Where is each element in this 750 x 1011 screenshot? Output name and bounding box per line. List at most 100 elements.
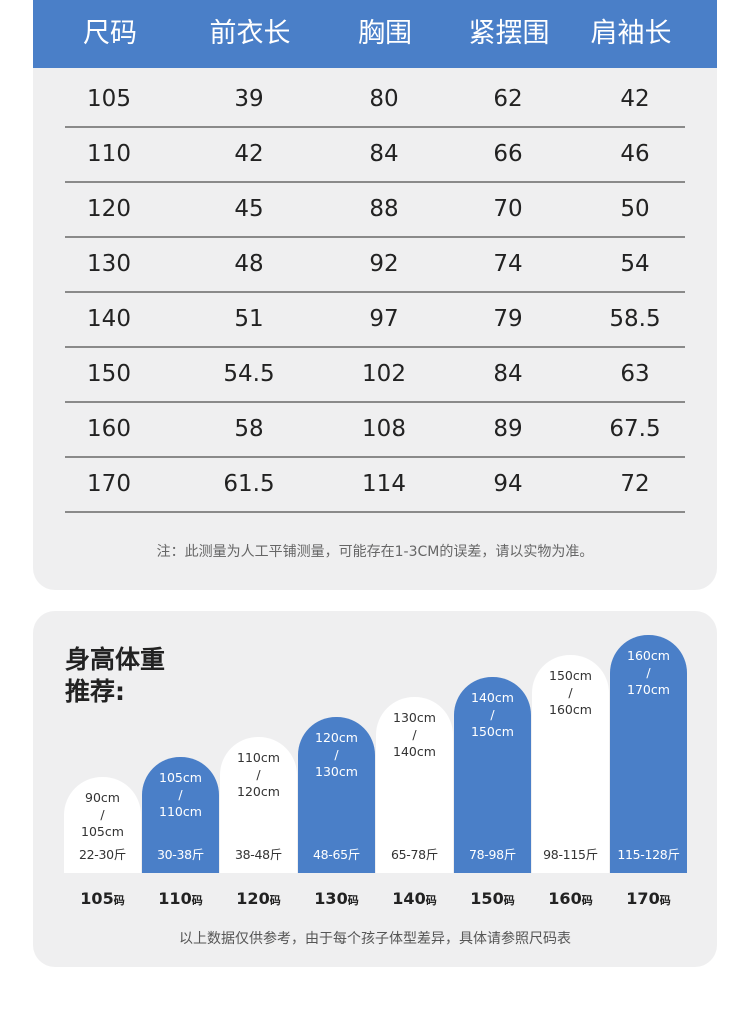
height-range: 140cm / 150cm	[454, 689, 531, 740]
size-label-110: 110码	[158, 889, 203, 908]
table-row: 105 39 80 62 42	[65, 73, 685, 128]
size-label-150: 150码	[470, 889, 515, 908]
cell-length: 51	[234, 306, 264, 332]
cell-size: 105	[87, 86, 131, 112]
height-range: 90cm / 105cm	[64, 789, 141, 840]
cell-hem: 79	[493, 306, 523, 332]
height-to: 170cm	[627, 682, 670, 697]
height-from: 160cm	[627, 648, 670, 663]
header-front-length: 前衣长	[209, 18, 291, 49]
cell-size: 120	[87, 196, 131, 222]
cell-hem: 84	[493, 361, 523, 387]
cell-sleeve: 54	[620, 251, 650, 277]
cell-chest: 84	[369, 141, 399, 167]
cell-size: 140	[87, 306, 131, 332]
height-range: 110cm / 120cm	[220, 749, 297, 800]
cell-sleeve: 42	[620, 86, 650, 112]
range-separator: /	[178, 787, 183, 802]
cell-sleeve: 58.5	[609, 306, 661, 332]
table-row: 130 48 92 74 54	[65, 238, 685, 293]
header-sleeve-length: 肩袖长	[590, 18, 672, 49]
cell-length: 58	[234, 416, 264, 442]
weight-range: 98-115斤	[543, 847, 598, 862]
recommendation-note: 以上数据仅供参考，由于每个孩子体型差异，具体请参照尺码表	[179, 931, 571, 947]
weight-range: 30-38斤	[156, 847, 205, 862]
cell-hem: 70	[493, 196, 523, 222]
cell-length: 48	[234, 251, 264, 277]
table-row: 120 45 88 70 50	[65, 183, 685, 238]
size-bar-120: 110cm / 120cm 38-48斤	[220, 737, 297, 873]
size-bar-140: 130cm / 140cm 65-78斤	[376, 697, 453, 873]
cell-size: 160	[87, 416, 131, 442]
size-bar-130: 120cm / 130cm 48-65斤	[298, 717, 375, 873]
size-label-130: 130码	[314, 889, 359, 908]
cell-size: 170	[87, 471, 131, 497]
weight-range: 115-128斤	[617, 847, 680, 862]
height-range: 120cm / 130cm	[298, 729, 375, 780]
size-bar-150: 140cm / 150cm 78-98斤	[454, 677, 531, 873]
size-bar-170: 160cm / 170cm 115-128斤	[610, 635, 687, 873]
weight-range: 65-78斤	[390, 847, 439, 862]
cell-sleeve: 46	[620, 141, 650, 167]
height-from: 130cm	[393, 710, 436, 725]
size-table-header: 尺码 前衣长 胸围 紧摆围 肩袖长	[33, 0, 717, 68]
cell-sleeve: 50	[620, 196, 650, 222]
size-label-170: 170码	[626, 889, 671, 908]
range-separator: /	[334, 747, 339, 762]
cell-size: 150	[87, 361, 131, 387]
cell-chest: 102	[362, 361, 406, 387]
size-label-160: 160码	[548, 889, 593, 908]
size-label-105: 105码	[80, 889, 125, 908]
range-separator: /	[646, 665, 651, 680]
size-label-120: 120码	[236, 889, 281, 908]
height-weight-card: 身高体重 推荐: 90cm / 105cm 22-30斤 105cm / 110…	[33, 611, 717, 967]
height-from: 150cm	[549, 668, 592, 683]
cell-length: 39	[234, 86, 264, 112]
cell-length: 61.5	[223, 471, 275, 497]
range-separator: /	[568, 685, 573, 700]
cell-size: 110	[87, 141, 131, 167]
height-to: 120cm	[237, 784, 280, 799]
table-row: 110 42 84 66 46	[65, 128, 685, 183]
height-to: 130cm	[315, 764, 358, 779]
range-separator: /	[256, 767, 261, 782]
height-range: 150cm / 160cm	[532, 667, 609, 718]
height-to: 105cm	[81, 824, 124, 839]
table-row: 140 51 97 79 58.5	[65, 293, 685, 348]
cell-length: 54.5	[223, 361, 275, 387]
measurement-note: 注：此测量为人工平铺测量，可能存在1-3CM的误差，请以实物为准。	[156, 544, 594, 560]
cell-hem: 66	[493, 141, 523, 167]
height-from: 105cm	[159, 770, 202, 785]
cell-length: 42	[234, 141, 264, 167]
weight-range: 78-98斤	[468, 847, 517, 862]
cell-hem: 74	[493, 251, 523, 277]
height-to: 150cm	[471, 724, 514, 739]
range-separator: /	[412, 727, 417, 742]
table-row: 170 61.5 114 94 72	[65, 458, 685, 513]
cell-chest: 92	[369, 251, 399, 277]
cell-chest: 114	[362, 471, 406, 497]
height-to: 160cm	[549, 702, 592, 717]
size-table-card: 尺码 前衣长 胸围 紧摆围 肩袖长 105 39 80 62 42 110 42…	[33, 0, 717, 590]
cell-sleeve: 63	[620, 361, 650, 387]
height-range: 160cm / 170cm	[610, 647, 687, 698]
cell-chest: 80	[369, 86, 399, 112]
size-bar-110: 105cm / 110cm 30-38斤	[142, 757, 219, 873]
cell-chest: 88	[369, 196, 399, 222]
height-range: 105cm / 110cm	[142, 769, 219, 820]
cell-size: 130	[87, 251, 131, 277]
header-chest: 胸围	[358, 18, 412, 49]
height-to: 110cm	[159, 804, 202, 819]
rec-title-line1: 身高体重	[65, 645, 166, 674]
size-bar-105: 90cm / 105cm 22-30斤	[64, 777, 141, 873]
cell-chest: 97	[369, 306, 399, 332]
table-row: 160 58 108 89 67.5	[65, 403, 685, 458]
height-from: 110cm	[237, 750, 280, 765]
weight-range: 22-30斤	[78, 847, 127, 862]
header-hem: 紧摆围	[468, 18, 550, 49]
cell-sleeve: 72	[620, 471, 650, 497]
cell-length: 45	[234, 196, 264, 222]
range-separator: /	[490, 707, 495, 722]
height-from: 90cm	[85, 790, 120, 805]
table-row: 150 54.5 102 84 63	[65, 348, 685, 403]
